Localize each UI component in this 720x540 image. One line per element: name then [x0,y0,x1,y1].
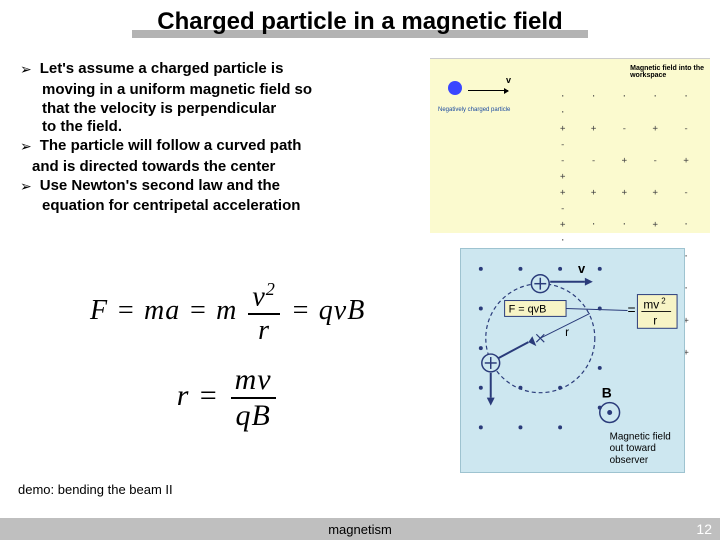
bullet-text: and is directed towards the center [32,158,430,177]
figure-circular-motion: r v F = qvB = mv2 r B Magnetic field out… [460,248,685,473]
eq-part: r = [177,379,219,412]
velocity-arrow-icon [468,90,508,91]
fig1-particle [448,81,508,100]
equation-2: r = mv qB [90,365,365,431]
equation-block: F = ma = m v2 r = qvB r = mv qB [90,280,365,431]
bullet-text: Let's assume a charged particle is [40,60,284,79]
fig2-caption: out toward [610,443,656,454]
bullet-text: The particle will follow a curved path [40,137,302,156]
fig2-caption: observer [610,455,649,466]
eq-den: r [248,315,280,345]
eq-num: v [252,281,265,312]
demo-note: demo: bending the beam II [18,482,173,497]
svg-text:r: r [653,313,657,327]
bullet-text: that the velocity is perpendicular [42,100,430,119]
equation-1: F = ma = m v2 r = qvB [90,280,365,345]
fig2-r-label: r [565,325,569,339]
fig2-b-label: B [602,385,612,401]
fig2-v-label: v [578,261,586,276]
fig1-caption: Negatively charged particle [438,107,510,113]
grid-row: + + - + - - [560,121,710,153]
slide-number: 12 [696,521,712,537]
fig2-force-eq: F = qvB [509,303,547,315]
grid-row: - - + - + + [560,153,710,185]
eq-den: qB [231,399,276,431]
eq-num: mv [231,365,276,399]
footer-title: magnetism [0,522,720,537]
grid-row: + · · + · · [560,217,710,249]
fraction: v2 r [248,280,280,345]
bullet-icon: ➢ [20,138,32,155]
svg-text:=: = [628,301,636,317]
footer-bar: magnetism 12 [0,518,720,540]
fraction: mv qB [231,365,276,431]
slide-title: Charged particle in a magnetic field [157,8,562,36]
bullet-text: moving in a uniform magnetic field so [42,81,430,100]
svg-text:mv: mv [643,297,659,311]
bullet-list: ➢ Let's assume a charged particle is mov… [20,60,430,216]
fig1-v-label: v [506,75,511,85]
svg-text:2: 2 [661,297,665,306]
bullet-text: Use Newton's second law and the [40,177,280,196]
figure-field-workspace: Magnetic field into the workspace v Nega… [430,58,710,233]
bullet-text: equation for centripetal acceleration [42,197,430,216]
eq-part: F = ma = m [90,295,237,326]
grid-row: · · · · · · [560,89,710,121]
particle-icon [448,81,462,95]
bullet-icon: ➢ [20,178,32,195]
fig1-header: Magnetic field into the workspace [630,65,704,79]
grid-row: + + + + - - [560,185,710,217]
fig2-caption: Magnetic field [610,431,671,442]
title-block: Charged particle in a magnetic field [0,0,720,38]
bullet-icon: ➢ [20,61,32,78]
eq-sup: 2 [266,279,276,299]
eq-part: = qvB [291,295,365,326]
bullet-text: to the field. [42,118,430,137]
